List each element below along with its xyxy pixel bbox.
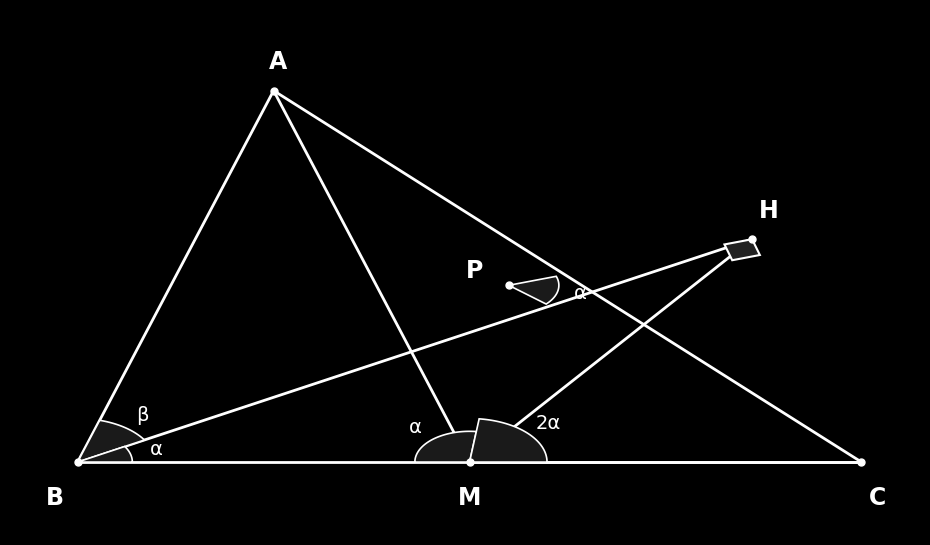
Text: H: H — [759, 199, 778, 223]
Text: 2α: 2α — [536, 414, 561, 433]
Text: B: B — [46, 486, 64, 510]
Text: α: α — [151, 440, 164, 459]
Polygon shape — [724, 239, 760, 261]
Text: α: α — [574, 284, 587, 303]
Polygon shape — [509, 276, 559, 304]
Polygon shape — [415, 431, 476, 462]
Text: M: M — [458, 486, 481, 510]
Text: α: α — [409, 418, 421, 437]
Polygon shape — [470, 419, 547, 462]
Polygon shape — [78, 420, 144, 462]
Polygon shape — [78, 446, 132, 462]
Text: C: C — [870, 486, 886, 510]
Text: A: A — [269, 51, 287, 75]
Text: β: β — [136, 406, 149, 425]
Text: P: P — [465, 259, 483, 283]
